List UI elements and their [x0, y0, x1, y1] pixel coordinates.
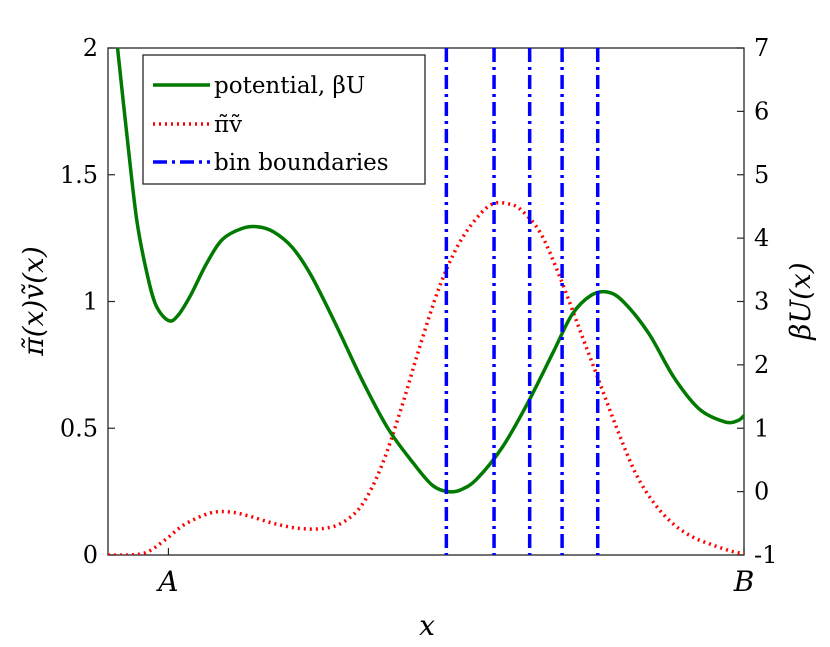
legend: potential, βU π̃ṽ bin boundaries — [142, 54, 426, 185]
legend-label-pi-v: π̃ṽ — [214, 112, 242, 138]
left-tick-label: 0.5 — [60, 414, 98, 442]
right-axis-label: βU(x) — [784, 262, 817, 340]
series-potential-line — [115, 48, 744, 494]
x-tick-label: A — [155, 565, 178, 598]
legend-box — [142, 54, 426, 185]
left-axis-ticks: 0 0.5 1 1.5 2 — [60, 34, 115, 569]
right-tick-label: 0 — [754, 478, 769, 506]
legend-label-potential: potential, βU — [214, 73, 365, 99]
right-tick-label: -1 — [754, 541, 777, 569]
right-tick-label: 2 — [754, 351, 769, 379]
right-tick-label: 7 — [754, 34, 769, 62]
right-tick-label: 5 — [754, 161, 769, 189]
right-tick-label: 3 — [754, 288, 769, 316]
left-tick-label: 0 — [83, 541, 98, 569]
right-tick-label: 1 — [754, 414, 769, 442]
right-axis-ticks: -1 0 1 2 3 4 5 6 7 — [737, 34, 777, 569]
left-axis-label: π̃(x)ṽ(x) — [17, 246, 50, 357]
left-tick-label: 1.5 — [60, 161, 98, 189]
left-tick-label: 1 — [83, 288, 98, 316]
right-tick-label: 4 — [754, 224, 769, 252]
right-tick-label: 6 — [754, 97, 769, 125]
x-tick-label: B — [733, 565, 755, 598]
bin-boundaries — [444, 48, 600, 555]
legend-label-bin-boundaries: bin boundaries — [214, 150, 389, 176]
left-tick-label: 2 — [83, 34, 98, 62]
x-axis-label: x — [419, 609, 435, 642]
